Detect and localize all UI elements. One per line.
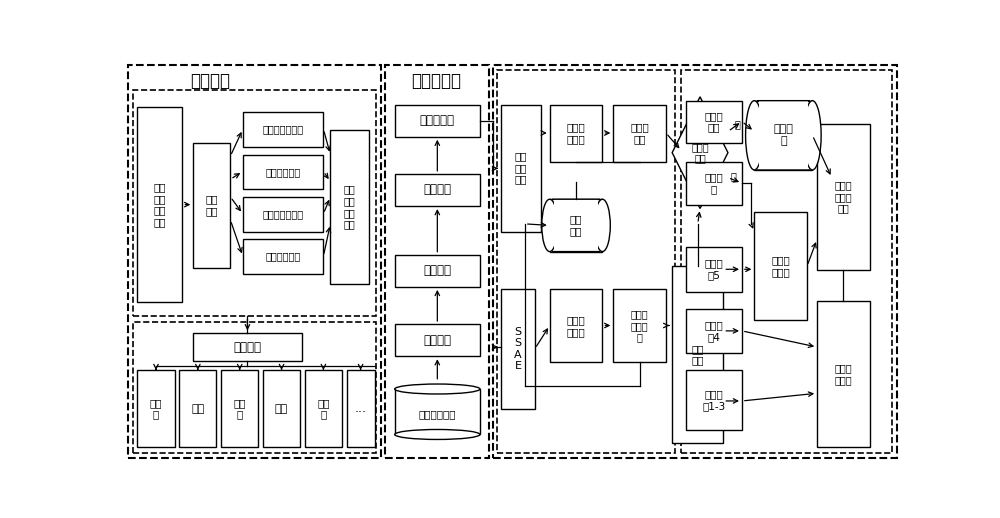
Text: ...: ... [355,402,367,415]
Bar [497,70,675,453]
Text: 数控
机床
铣削
加工: 数控 机床 铣削 加工 [154,182,166,227]
Bar [133,322,376,453]
Bar [493,65,897,458]
Text: 控制策
略制定: 控制策 略制定 [835,363,852,385]
Text: 磨损未
超界: 磨损未 超界 [705,111,723,133]
Bar [243,239,323,274]
Bar [686,247,742,292]
Text: 异常状
态5: 异常状 态5 [705,258,723,280]
Bar [395,324,480,356]
Text: 数据清洗: 数据清洗 [423,334,451,347]
Bar [681,70,892,453]
Text: 获取数据: 获取数据 [233,340,261,354]
Text: 异常状
态4: 异常状 态4 [705,320,723,342]
Text: 归一化处理: 归一化处理 [420,114,455,127]
Bar [817,301,870,447]
Bar [137,370,175,447]
Bar [263,370,300,447]
Bar [395,389,480,435]
Bar [686,370,742,430]
Bar [501,290,535,409]
Text: 数据预处理: 数据预处理 [412,73,462,91]
Text: 加噪处理: 加噪处理 [423,183,451,196]
Bar [550,199,602,252]
Text: 磨损特
征识别: 磨损特 征识别 [567,123,585,144]
Ellipse shape [395,429,480,439]
Text: 正常状
态1-3: 正常状 态1-3 [702,390,726,411]
Ellipse shape [746,100,763,170]
Bar [550,290,602,363]
Bar [672,266,723,443]
Bar [395,105,480,137]
Bar [385,65,489,458]
Ellipse shape [594,199,610,252]
Text: 数据获取: 数据获取 [190,73,230,91]
Bar [305,370,342,447]
Bar [759,100,808,170]
Text: 压缩感知: 压缩感知 [423,264,451,277]
Text: 磨损超
界: 磨损超 界 [705,172,723,194]
Ellipse shape [395,384,480,394]
Text: 状态
分类: 状态 分类 [691,344,704,366]
Text: 切削
力: 切削 力 [150,398,162,420]
Ellipse shape [804,100,821,170]
Text: 阈值
更新: 阈值 更新 [570,214,582,236]
Bar [754,212,807,320]
Text: 控制策
略: 控制策 略 [773,124,793,146]
Text: 否: 否 [734,119,740,129]
Text: 声发射信号异常: 声发射信号异常 [263,209,304,219]
Text: 是: 是 [730,171,736,181]
Text: 状态特
征识别: 状态特 征识别 [567,315,585,337]
Bar [243,154,323,189]
Bar [179,370,216,447]
Bar [686,162,742,205]
Text: 切削力变化异常: 切削力变化异常 [263,124,304,135]
Text: 深度卷
积网络: 深度卷 积网络 [771,255,790,277]
Bar [754,100,812,170]
Text: S
S
A
E: S S A E [514,326,522,371]
Bar [395,174,480,206]
Text: 监控结
果特征
识别: 监控结 果特征 识别 [835,180,852,213]
Bar [395,255,480,287]
Bar [613,105,666,162]
Bar [193,143,230,268]
Bar [817,124,870,270]
Bar [550,105,602,162]
Text: 声发
射: 声发 射 [233,398,246,420]
Bar [613,290,666,363]
Text: 磨损值
阈值: 磨损值 阈值 [630,123,649,144]
Text: 功率信号异常: 功率信号异常 [265,252,301,262]
Bar [128,65,381,458]
Bar [686,309,742,353]
Ellipse shape [542,199,558,252]
Text: 刀具
磨损: 刀具 磨损 [206,195,218,216]
Text: 振动: 振动 [191,404,204,414]
Text: 振动信号异常: 振动信号异常 [265,167,301,177]
Text: 磨损量
超界: 磨损量 超界 [691,142,709,164]
Text: 合格
率: 合格 率 [317,398,330,420]
Text: 多源异构数据: 多源异构数据 [419,409,456,419]
Bar [501,105,541,232]
Bar [221,370,258,447]
Bar [330,130,369,284]
Bar [243,197,323,232]
Text: 产品
工件
质量
下降: 产品 工件 质量 下降 [344,184,356,229]
Bar [347,370,375,447]
Text: 深度
学习
网络: 深度 学习 网络 [515,151,527,184]
Bar [133,90,376,316]
Bar [243,112,323,147]
Bar [686,100,742,143]
Text: 质量合
格率阈
值: 质量合 格率阈 值 [631,309,648,342]
Bar [193,333,302,361]
Bar [137,107,182,303]
Bar [554,199,598,252]
Text: 功率: 功率 [275,404,288,414]
Polygon shape [672,97,728,208]
